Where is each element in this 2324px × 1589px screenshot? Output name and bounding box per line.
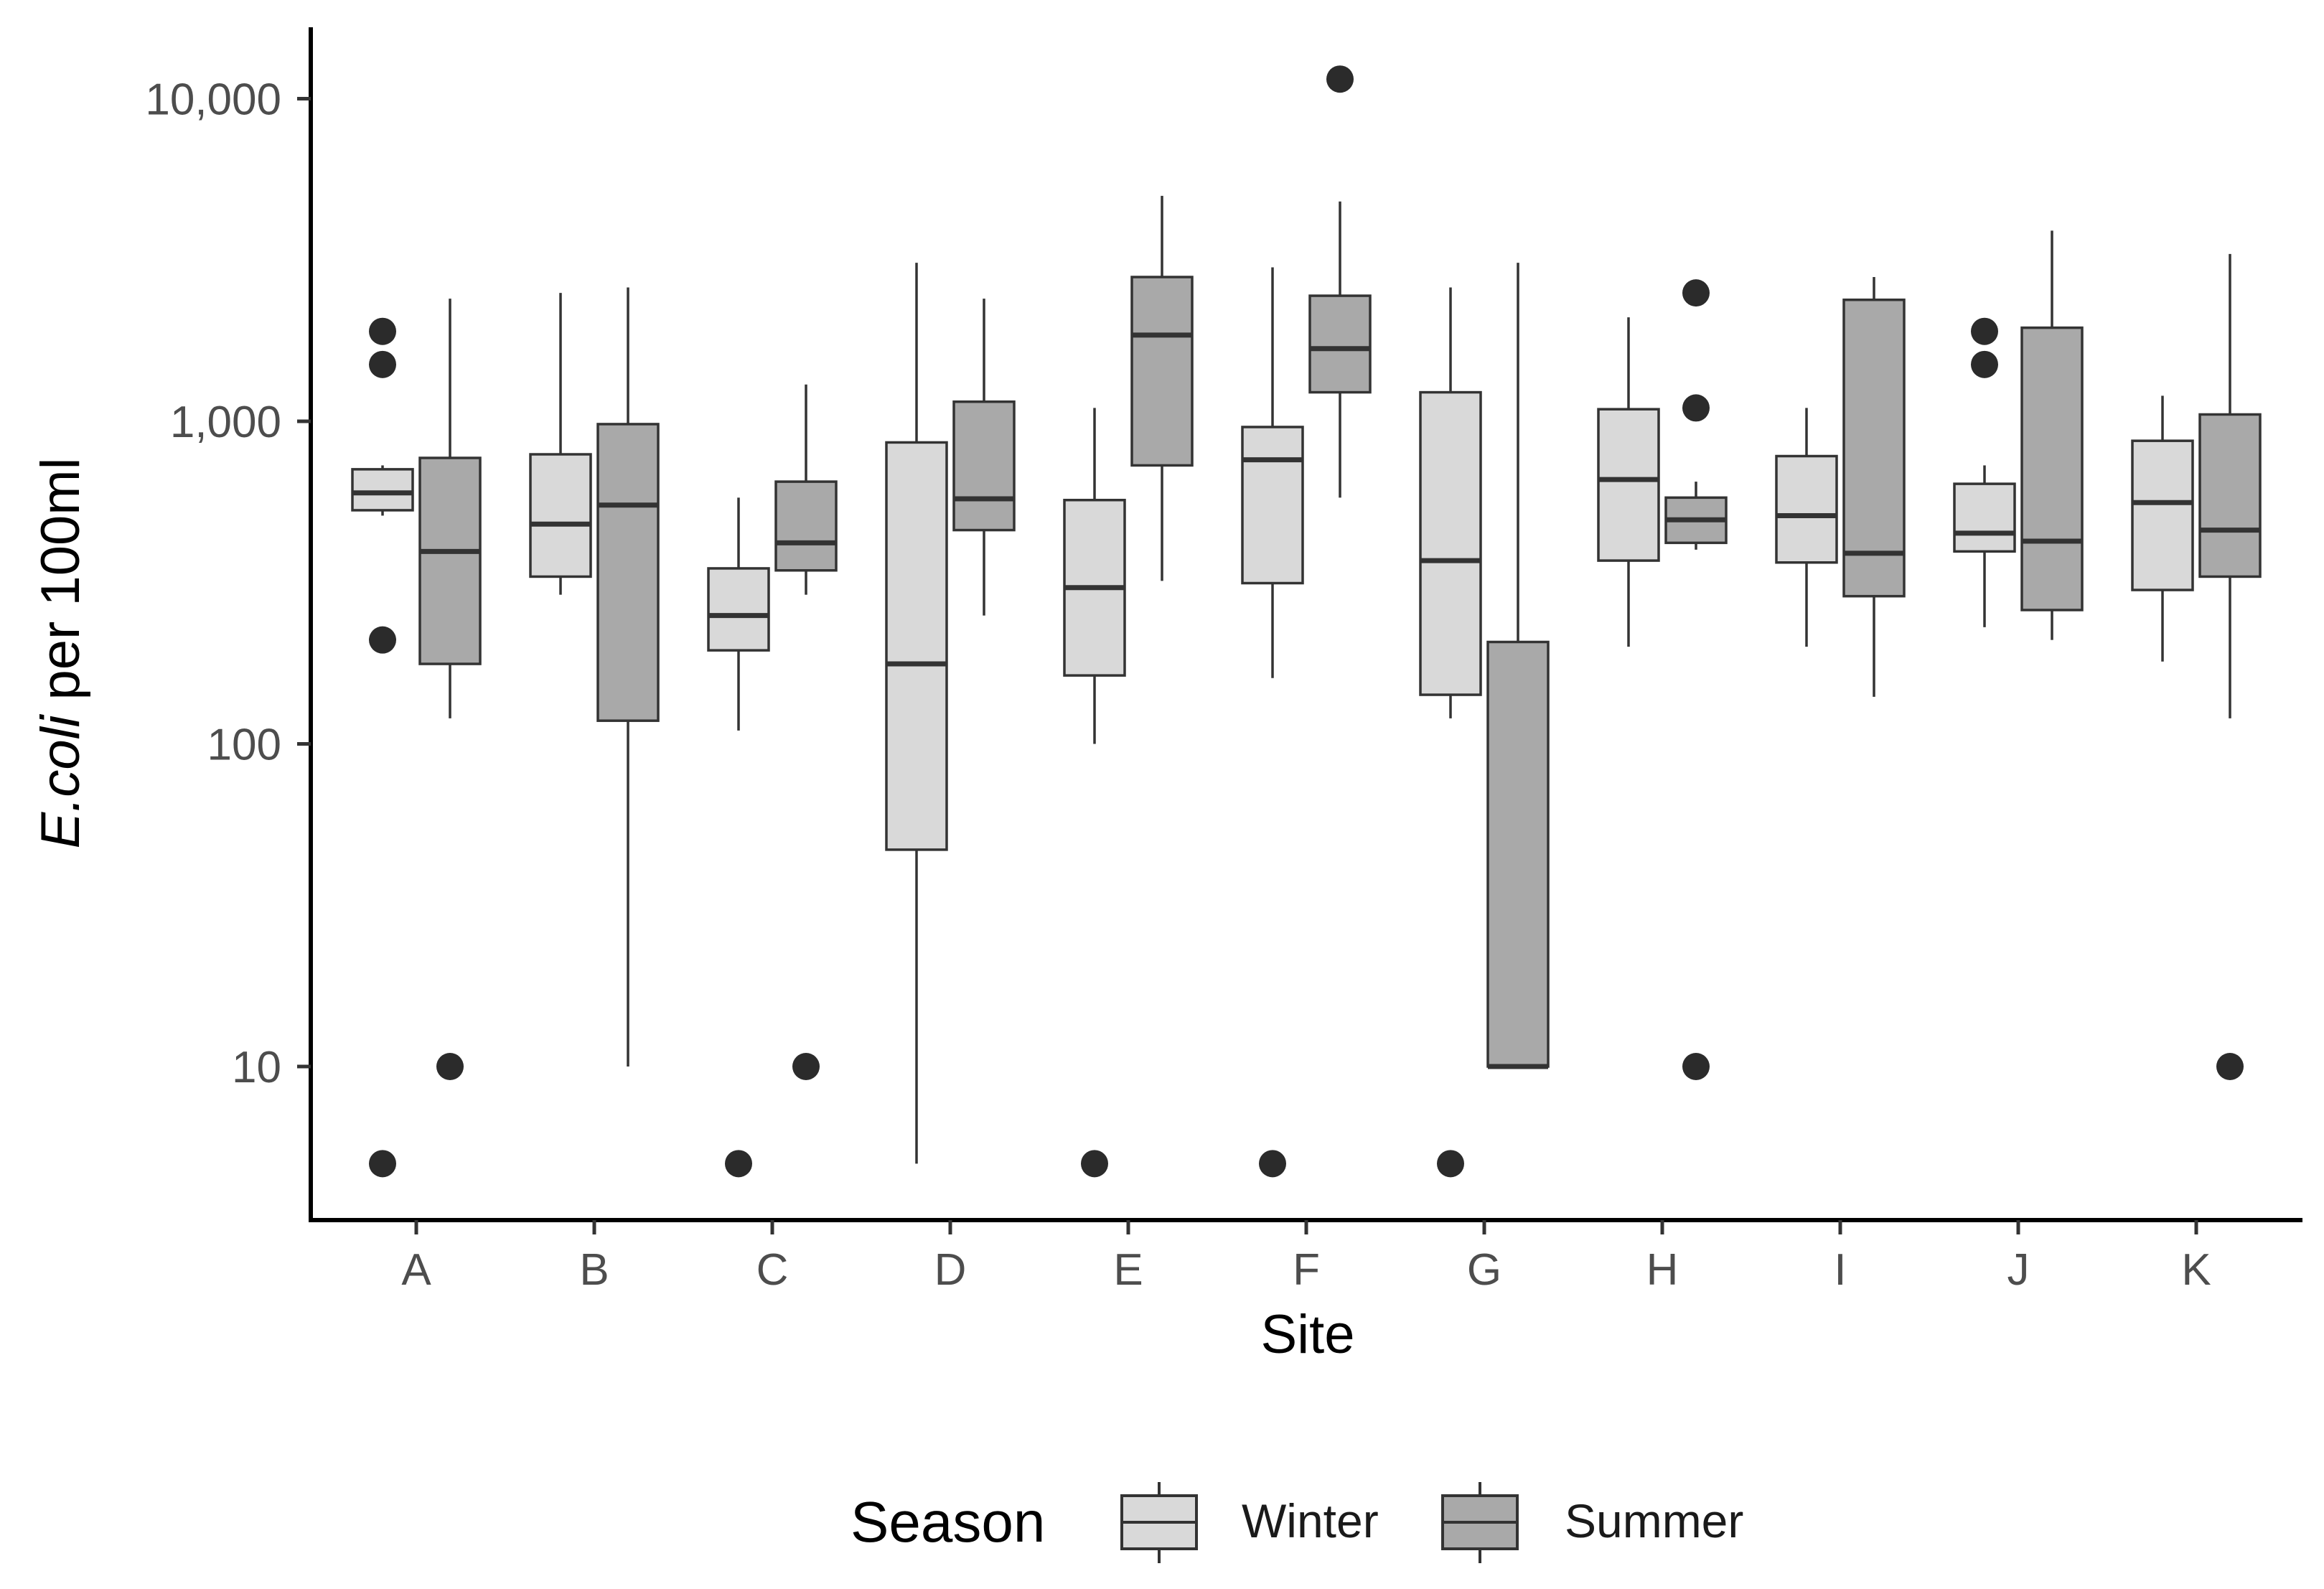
plot-area <box>351 65 2262 1178</box>
box-b-winter <box>529 293 592 595</box>
box-body <box>1842 298 1906 598</box>
outlier-point <box>369 317 396 345</box>
y-axis-title-rest: per 100ml <box>30 458 91 716</box>
box-body <box>1130 276 1194 467</box>
x-tick-label: A <box>401 1245 431 1295</box>
outlier-point <box>1081 1150 1108 1178</box>
box-body <box>351 468 414 512</box>
x-tick-label: C <box>756 1245 789 1295</box>
box-c-winter <box>707 497 770 1178</box>
box-i-summer <box>1842 277 1906 697</box>
box-body <box>2131 439 2194 591</box>
series-summer <box>418 65 2262 1080</box>
x-tick-label: F <box>1293 1245 1320 1295</box>
box-body <box>1953 482 2016 553</box>
y-axis-title-italic: E.coli <box>30 714 91 849</box>
legend: Season Winter Summer <box>851 1482 1743 1563</box>
box-a-summer <box>418 299 482 1080</box>
outlier-point <box>792 1053 820 1080</box>
box-e-winter <box>1063 408 1126 1178</box>
y-tick-label: 10,000 <box>145 75 281 125</box>
outlier-point <box>1259 1150 1286 1178</box>
box-body <box>418 456 482 665</box>
y-ticks: 10 100 1,000 10,000 <box>145 75 311 1092</box>
box-body <box>1597 408 1660 562</box>
y-axis-title: E.coli per 100ml <box>30 458 91 849</box>
x-tick-label: I <box>1834 1245 1846 1295</box>
x-tick-label: H <box>1646 1245 1679 1295</box>
x-tick-label: J <box>2007 1245 2030 1295</box>
outlier-point <box>436 1053 464 1080</box>
outlier-point <box>725 1150 752 1178</box>
box-body <box>707 567 770 652</box>
box-i-winter <box>1775 408 1838 647</box>
outlier-point <box>1971 350 1998 378</box>
x-axis-title: Site <box>1261 1304 1355 1365</box>
box-a-winter <box>351 317 414 1178</box>
box-body <box>1775 454 1838 564</box>
box-d-summer <box>952 299 1016 616</box>
box-body <box>596 423 660 722</box>
y-tick-label: 10 <box>232 1043 281 1092</box>
outlier-point <box>369 350 396 378</box>
x-tick-label: G <box>1467 1245 1501 1295</box>
legend-label-winter: Winter <box>1242 1494 1379 1547</box>
x-tick-label: K <box>2181 1245 2211 1295</box>
x-tick-label: D <box>934 1245 967 1295</box>
box-k-winter <box>2131 395 2194 662</box>
outlier-point <box>1326 65 1354 93</box>
box-body <box>952 400 1016 532</box>
box-body <box>529 453 592 578</box>
box-f-winter <box>1241 267 1304 1178</box>
y-tick-label: 100 <box>207 721 281 770</box>
legend-title: Season <box>851 1490 1045 1554</box>
legend-key-summer <box>1441 1482 1519 1563</box>
outlier-point <box>369 626 396 654</box>
box-body <box>1486 640 1550 1068</box>
box-e-summer <box>1130 195 1194 581</box>
box-j-summer <box>2020 230 2084 640</box>
box-body <box>2198 413 2262 578</box>
box-h-summer <box>1664 279 1728 1080</box>
legend-label-summer: Summer <box>1565 1494 1743 1547</box>
box-g-summer <box>1486 263 1550 1069</box>
x-tick-label: E <box>1113 1245 1143 1295</box>
outlier-point <box>1682 394 1710 422</box>
box-body <box>2020 326 2084 611</box>
outlier-point <box>1682 279 1710 307</box>
y-tick-label: 1,000 <box>170 398 281 447</box>
box-body <box>774 480 838 572</box>
box-body <box>1419 390 1482 696</box>
box-c-summer <box>774 384 838 1080</box>
x-ticks: A B C D E F G H I J K <box>401 1220 2211 1295</box>
legend-key-winter <box>1120 1482 1198 1563</box>
box-body <box>885 441 948 851</box>
outlier-point <box>369 1150 396 1178</box>
box-body <box>1241 426 1304 585</box>
box-d-winter <box>885 263 948 1164</box>
outlier-point <box>2216 1053 2244 1080</box>
outlier-point <box>1682 1053 1710 1080</box>
box-g-winter <box>1419 287 1482 1178</box>
box-f-summer <box>1308 65 1372 498</box>
series-winter <box>351 263 2194 1178</box>
box-body <box>1308 294 1372 394</box>
x-tick-label: B <box>579 1245 609 1295</box>
box-j-winter <box>1953 317 2016 627</box>
box-k-summer <box>2198 253 2262 1080</box>
outlier-point <box>1437 1150 1464 1178</box>
box-h-winter <box>1597 317 1660 647</box>
outlier-point <box>1971 317 1998 345</box>
box-b-summer <box>596 287 660 1067</box>
